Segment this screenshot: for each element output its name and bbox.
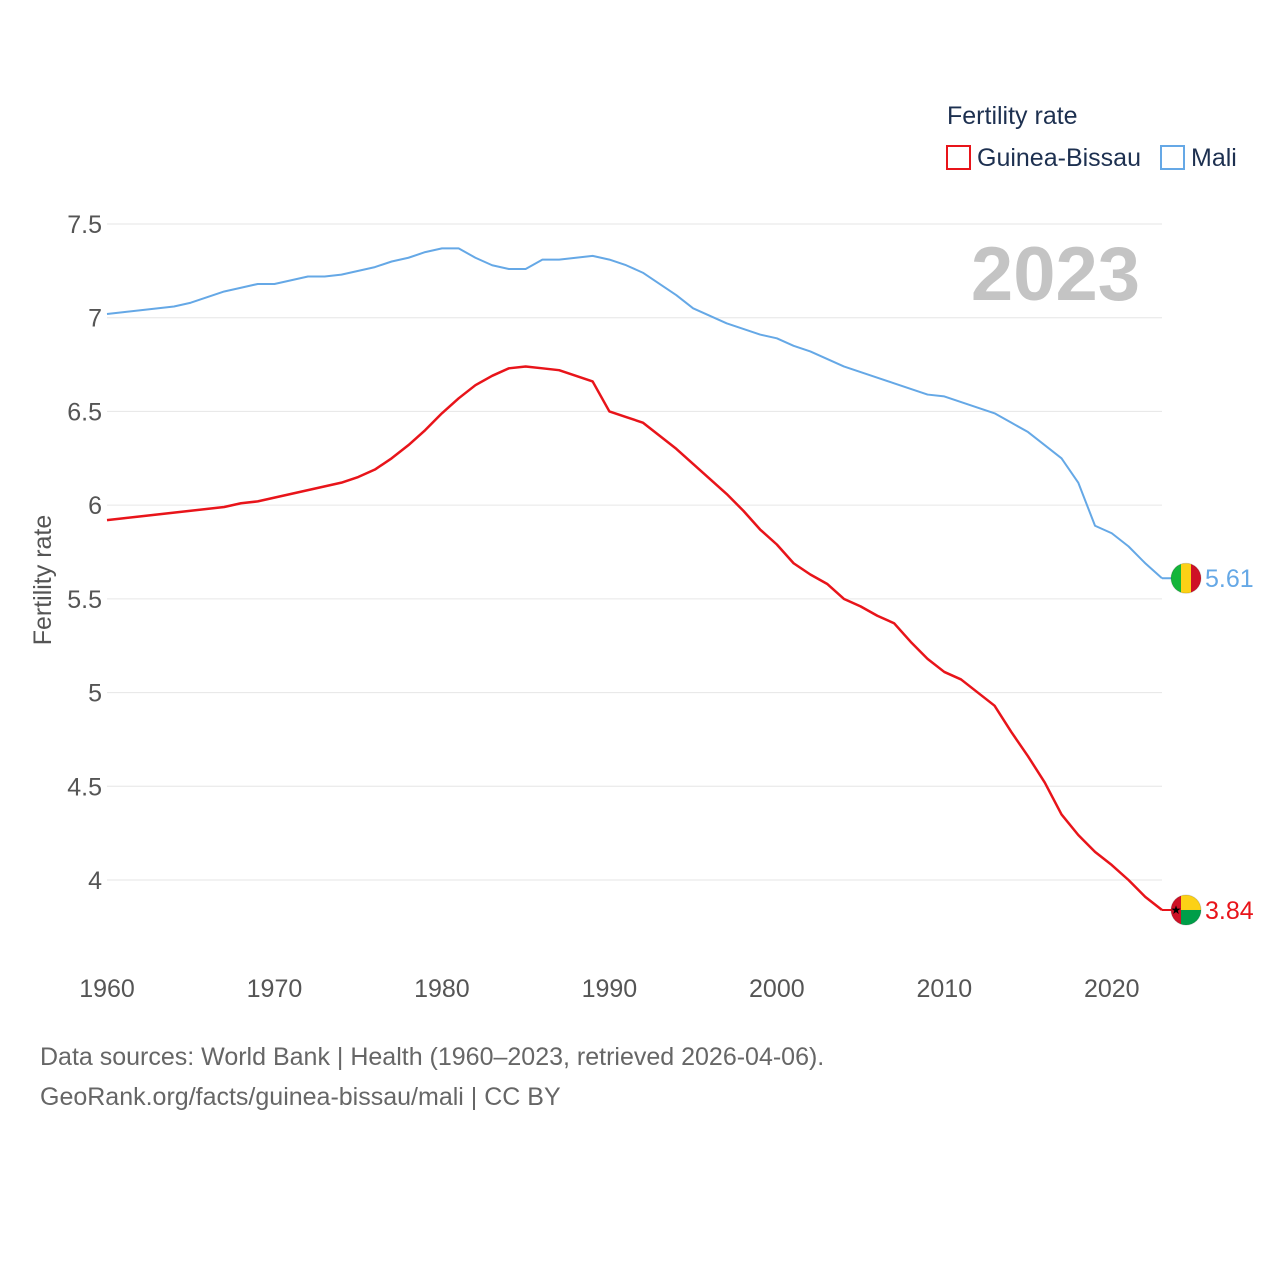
x-tick-label: 1990 — [582, 975, 638, 1003]
y-tick-label: 6 — [88, 492, 102, 520]
legend-swatch[interactable] — [946, 145, 971, 170]
end-value-label: 3.84 — [1205, 897, 1254, 925]
x-tick-label: 2010 — [916, 975, 972, 1003]
legend-title: Fertility rate — [947, 102, 1078, 130]
y-axis-label: Fertility rate — [29, 515, 57, 646]
y-tick-label: 7.5 — [67, 211, 102, 239]
svg-text:★: ★ — [1171, 903, 1182, 917]
x-axis-ticks: 1960 1970 1980 1990 2000 2010 2020 — [79, 975, 1139, 1003]
grid-lines — [107, 223, 1162, 881]
legend[interactable]: Fertility rate Guinea-Bissau Mali — [946, 102, 1237, 172]
series-line-guinea-bissau[interactable] — [106, 365, 1163, 911]
y-tick-label: 7 — [88, 305, 102, 333]
source-url[interactable]: GeoRank.org/facts/guinea-bissau/mali | C… — [40, 1083, 561, 1111]
y-tick-label: 5.5 — [67, 586, 102, 614]
series-lines: ★ 3.84 5.61 — [106, 247, 1254, 926]
x-tick-label: 2020 — [1084, 975, 1140, 1003]
legend-swatch[interactable] — [1160, 145, 1185, 170]
y-tick-label: 4.5 — [67, 773, 102, 801]
x-tick-label: 1960 — [79, 975, 135, 1003]
year-watermark: 2023 — [971, 232, 1140, 317]
y-tick-label: 6.5 — [67, 398, 102, 426]
legend-item-label[interactable]: Mali — [1191, 144, 1237, 172]
x-tick-label: 1970 — [247, 975, 303, 1003]
y-tick-label: 5 — [88, 680, 102, 708]
y-axis-ticks: 4 4.5 5 5.5 6 6.5 7 7.5 — [67, 211, 102, 895]
x-tick-label: 1980 — [414, 975, 470, 1003]
mali-flag-icon — [1171, 563, 1201, 594]
y-tick-label: 4 — [88, 867, 102, 895]
end-value-label: 5.61 — [1205, 565, 1254, 593]
legend-item-label[interactable]: Guinea-Bissau — [977, 144, 1141, 172]
series-line-mali[interactable] — [106, 247, 1163, 579]
x-tick-label: 2000 — [749, 975, 805, 1003]
data-sources-note: Data sources: World Bank | Health (1960–… — [40, 1043, 825, 1071]
